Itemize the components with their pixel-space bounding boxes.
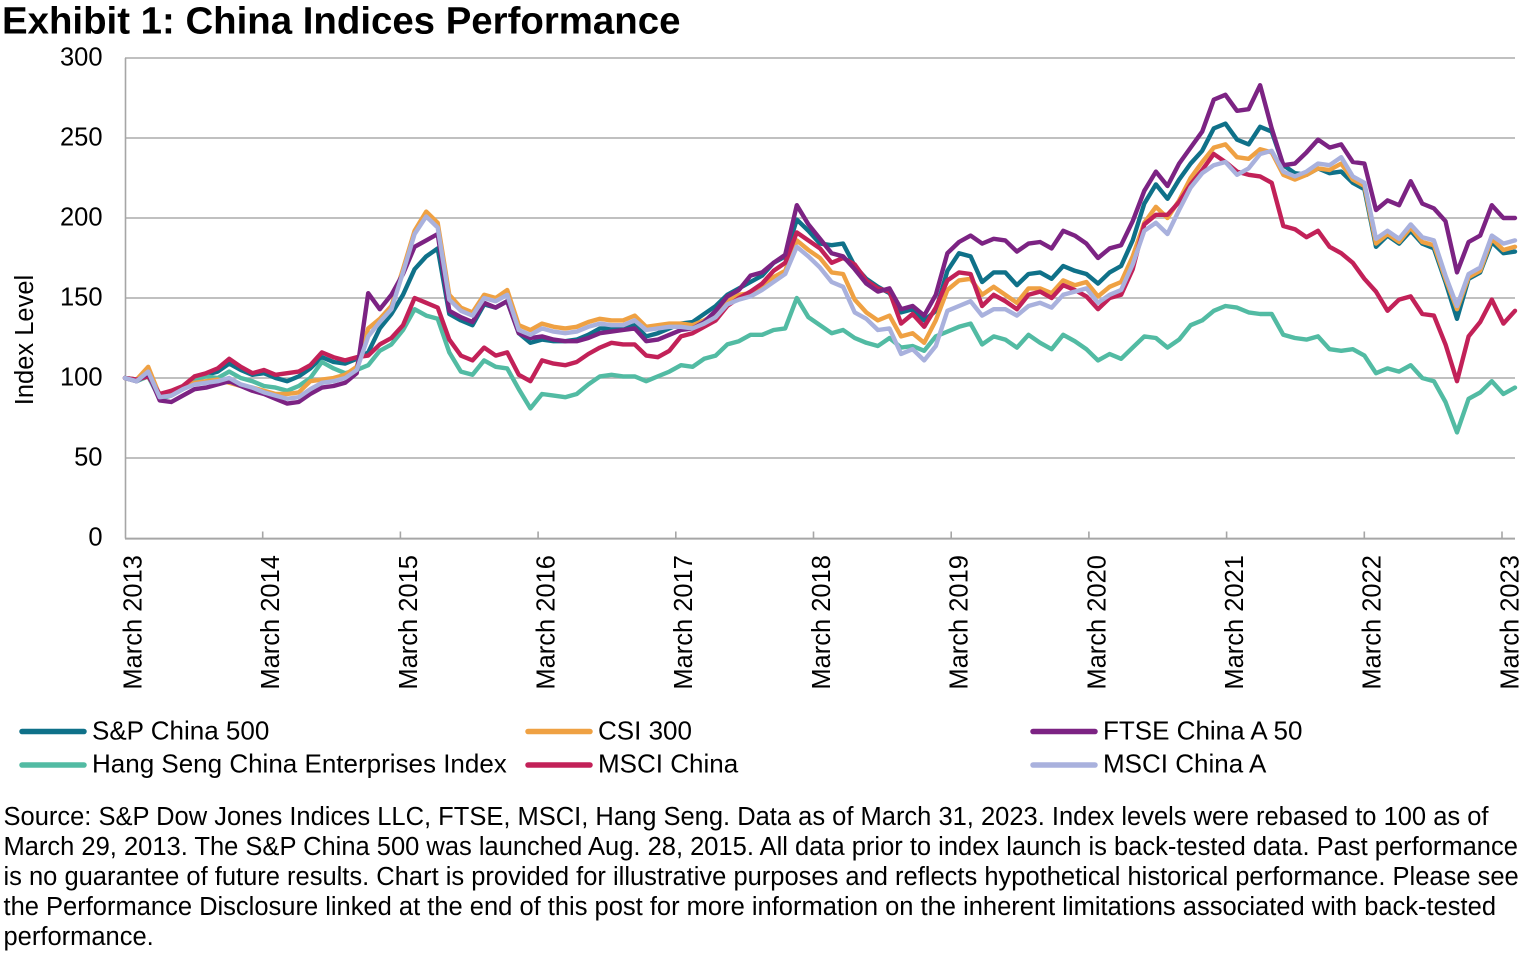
svg-text:CSI 300: CSI 300 <box>598 716 692 746</box>
svg-text:March 29, 2013. The S&P China: March 29, 2013. The S&P China 500 was la… <box>4 833 1518 861</box>
svg-text:March 2018: March 2018 <box>808 555 836 690</box>
svg-text:50: 50 <box>74 443 102 471</box>
svg-text:0: 0 <box>88 523 102 551</box>
svg-text:March 2015: March 2015 <box>395 555 423 690</box>
svg-text:March 2021: March 2021 <box>1221 555 1249 690</box>
svg-text:March 2020: March 2020 <box>1083 555 1111 690</box>
svg-text:200: 200 <box>60 203 103 231</box>
svg-text:March 2023: March 2023 <box>1496 555 1522 690</box>
svg-text:the Performance Disclosure lin: the Performance Disclosure linked at the… <box>4 893 1497 921</box>
svg-text:MSCI China A: MSCI China A <box>1103 749 1267 779</box>
svg-text:FTSE China A 50: FTSE China A 50 <box>1103 716 1302 746</box>
svg-text:150: 150 <box>60 283 103 311</box>
svg-text:300: 300 <box>60 43 103 71</box>
svg-text:Source: S&P Dow Jones Indices: Source: S&P Dow Jones Indices LLC, FTSE,… <box>4 803 1490 831</box>
svg-text:Index Level: Index Level <box>11 275 39 405</box>
svg-text:March 2017: March 2017 <box>670 555 698 690</box>
svg-text:March 2022: March 2022 <box>1359 555 1387 690</box>
svg-text:Exhibit 1: China Indices Perfo: Exhibit 1: China Indices Performance <box>2 0 680 43</box>
svg-text:March 2019: March 2019 <box>946 555 974 690</box>
svg-text:performance.: performance. <box>4 923 154 951</box>
svg-text:250: 250 <box>60 123 103 151</box>
svg-text:Hang Seng China Enterprises In: Hang Seng China Enterprises Index <box>92 749 507 779</box>
svg-text:March 2014: March 2014 <box>257 555 285 690</box>
svg-text:is no guarantee of future resu: is no guarantee of future results. Chart… <box>4 863 1519 891</box>
svg-text:March 2013: March 2013 <box>119 555 147 690</box>
svg-text:March 2016: March 2016 <box>533 555 561 690</box>
svg-text:MSCI China: MSCI China <box>598 749 739 779</box>
svg-text:S&P China 500: S&P China 500 <box>92 716 269 746</box>
svg-text:100: 100 <box>60 363 103 391</box>
